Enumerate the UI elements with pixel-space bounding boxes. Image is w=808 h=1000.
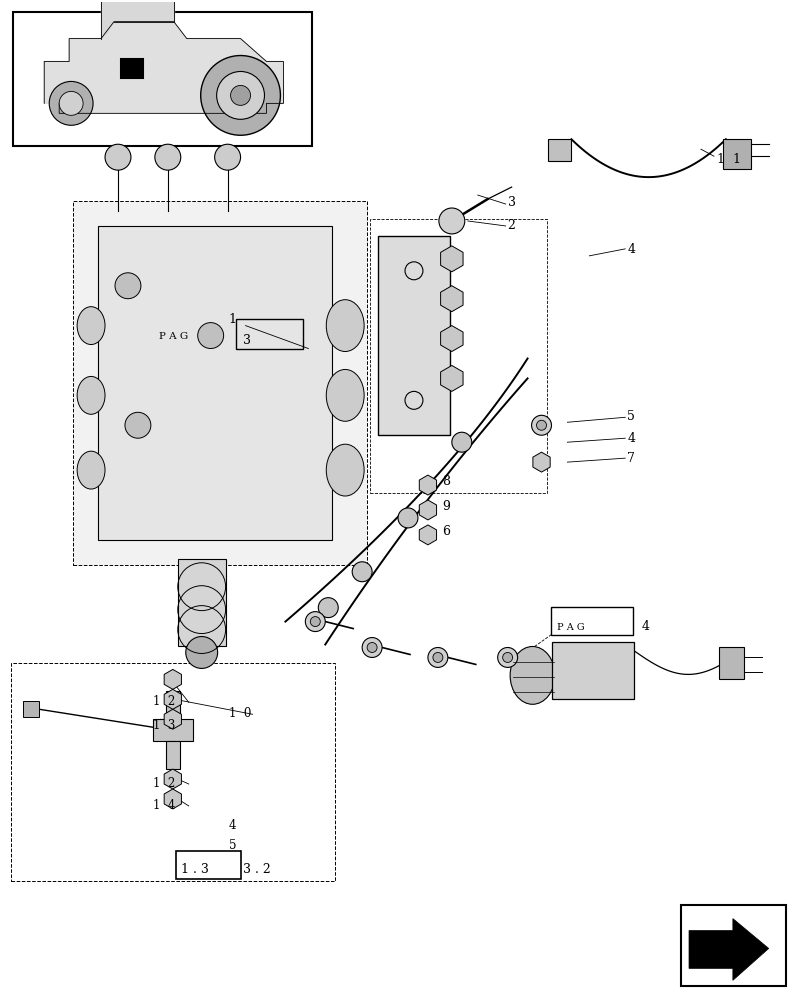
- Bar: [378, 236, 450, 435]
- Circle shape: [439, 208, 465, 234]
- Polygon shape: [44, 22, 284, 113]
- Bar: [178, 559, 225, 646]
- Bar: [166, 741, 179, 769]
- Text: 1  2: 1 2: [153, 777, 175, 790]
- Polygon shape: [440, 326, 463, 352]
- Text: 3: 3: [507, 196, 516, 209]
- Circle shape: [433, 652, 443, 662]
- Bar: [121, 59, 143, 78]
- Bar: [153, 719, 193, 741]
- Text: 1: 1: [229, 313, 237, 326]
- Circle shape: [532, 415, 552, 435]
- Circle shape: [155, 144, 181, 170]
- Polygon shape: [419, 525, 436, 545]
- Text: 1  2: 1 2: [153, 695, 175, 708]
- Circle shape: [217, 71, 264, 119]
- Text: 5: 5: [627, 410, 635, 423]
- Polygon shape: [101, 0, 174, 39]
- Bar: [11, 663, 335, 881]
- Circle shape: [398, 508, 418, 528]
- Text: P A G: P A G: [159, 332, 188, 341]
- Ellipse shape: [77, 307, 105, 345]
- Circle shape: [367, 643, 377, 652]
- Text: 6: 6: [442, 525, 450, 538]
- Polygon shape: [74, 201, 367, 565]
- Bar: [176, 851, 241, 879]
- Circle shape: [537, 420, 546, 430]
- Bar: [166, 691, 179, 719]
- Text: 5: 5: [229, 839, 236, 852]
- Bar: [14, 12, 313, 146]
- Ellipse shape: [326, 444, 364, 496]
- Bar: [23, 701, 40, 717]
- Circle shape: [59, 91, 83, 115]
- Circle shape: [186, 637, 217, 668]
- Text: P A G: P A G: [558, 623, 585, 632]
- Text: 1  1: 1 1: [717, 153, 741, 166]
- Text: 3 . 2: 3 . 2: [242, 863, 271, 876]
- Polygon shape: [164, 669, 182, 689]
- Bar: [719, 647, 744, 679]
- Text: 2: 2: [507, 219, 516, 232]
- Bar: [552, 607, 633, 635]
- Text: 8: 8: [442, 475, 450, 488]
- Text: 4: 4: [229, 819, 236, 832]
- Circle shape: [230, 85, 250, 105]
- Text: 4: 4: [627, 432, 635, 445]
- Bar: [370, 219, 546, 493]
- Text: 1  4: 1 4: [153, 799, 175, 812]
- Ellipse shape: [77, 376, 105, 414]
- Text: 4: 4: [642, 620, 649, 633]
- Circle shape: [310, 617, 320, 627]
- Circle shape: [503, 652, 512, 662]
- Circle shape: [115, 273, 141, 299]
- Circle shape: [125, 412, 151, 438]
- Polygon shape: [164, 789, 182, 809]
- Polygon shape: [164, 689, 182, 709]
- Circle shape: [318, 598, 339, 618]
- Ellipse shape: [77, 451, 105, 489]
- Circle shape: [200, 56, 280, 135]
- Circle shape: [198, 323, 224, 349]
- Polygon shape: [98, 226, 332, 540]
- Text: 4: 4: [627, 243, 635, 256]
- Circle shape: [362, 638, 382, 657]
- Circle shape: [105, 144, 131, 170]
- Polygon shape: [440, 365, 463, 391]
- Bar: [681, 905, 785, 986]
- Circle shape: [305, 612, 326, 632]
- Polygon shape: [440, 246, 463, 272]
- Polygon shape: [164, 769, 182, 789]
- Polygon shape: [164, 709, 182, 729]
- Text: 1  3: 1 3: [153, 719, 175, 732]
- Circle shape: [215, 144, 241, 170]
- Text: 1 . 3: 1 . 3: [181, 863, 208, 876]
- Polygon shape: [533, 452, 550, 472]
- Circle shape: [498, 647, 518, 667]
- Circle shape: [452, 432, 472, 452]
- Ellipse shape: [510, 646, 555, 704]
- Circle shape: [352, 562, 372, 582]
- Text: 9: 9: [442, 500, 450, 513]
- Bar: [548, 139, 571, 161]
- Text: 1  0: 1 0: [229, 707, 251, 720]
- Circle shape: [428, 647, 448, 667]
- Text: 3: 3: [242, 334, 250, 347]
- Bar: [723, 139, 751, 169]
- Polygon shape: [419, 475, 436, 495]
- Bar: [553, 642, 634, 699]
- Ellipse shape: [326, 369, 364, 421]
- Bar: [236, 319, 303, 349]
- Polygon shape: [689, 919, 768, 980]
- Polygon shape: [419, 500, 436, 520]
- Text: 7: 7: [627, 452, 635, 465]
- Ellipse shape: [326, 300, 364, 352]
- Circle shape: [49, 81, 93, 125]
- Polygon shape: [440, 286, 463, 312]
